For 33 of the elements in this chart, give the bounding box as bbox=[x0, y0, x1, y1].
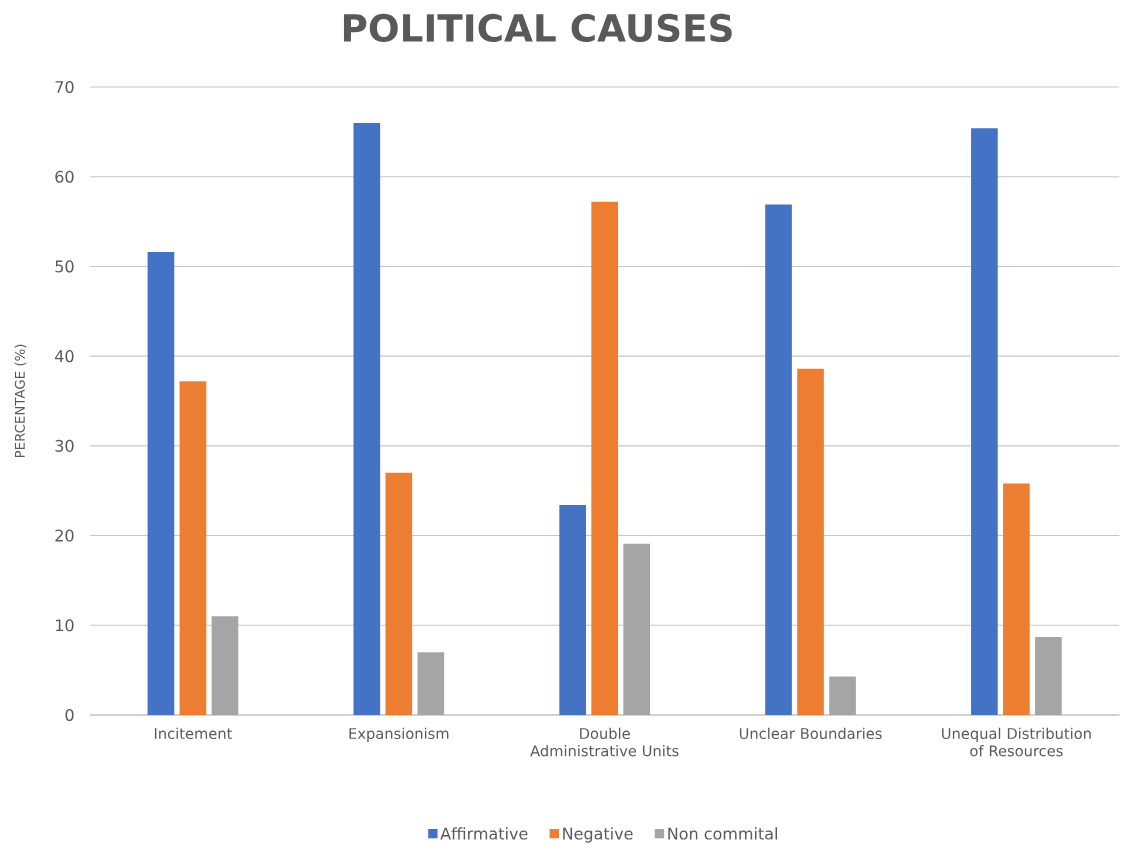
y-tick-label: 30 bbox=[55, 439, 74, 452]
legend-label: Negative bbox=[563, 827, 633, 843]
bar bbox=[623, 543, 651, 715]
y-tick-label: 60 bbox=[55, 170, 74, 183]
x-tick-label: Expansionism bbox=[349, 727, 449, 742]
bar bbox=[829, 676, 856, 715]
bar bbox=[1035, 636, 1062, 715]
bar bbox=[417, 652, 445, 715]
bar bbox=[211, 616, 239, 715]
y-tick-label: 40 bbox=[55, 350, 74, 363]
legend-label: Affirmative bbox=[440, 827, 528, 840]
bar bbox=[385, 472, 413, 715]
x-tick-label: Incitement bbox=[154, 727, 233, 740]
x-tick-label: Unclear Boundaries bbox=[739, 727, 882, 740]
bar bbox=[147, 252, 175, 715]
legend-label: Non commital bbox=[668, 827, 777, 840]
y-tick-label: 50 bbox=[55, 260, 74, 273]
bar bbox=[1003, 483, 1030, 715]
chart-title: POLITICAL CAUSES bbox=[343, 13, 732, 43]
bar bbox=[353, 122, 381, 715]
y-tick-label: 20 bbox=[55, 529, 74, 542]
y-tick-label: 0 bbox=[65, 708, 74, 722]
y-tick-label: 10 bbox=[56, 619, 74, 632]
bar bbox=[179, 381, 207, 715]
bar bbox=[765, 204, 792, 715]
bar bbox=[797, 368, 824, 715]
y-tick-label: 70 bbox=[55, 80, 74, 94]
bar bbox=[591, 201, 618, 715]
x-tick-label: Unequal Distribution of Resources bbox=[942, 727, 1091, 757]
y-axis-title: PERCENTAGE (%) bbox=[14, 344, 27, 458]
x-tick-label: Double Administrative Units bbox=[530, 727, 679, 757]
bar bbox=[971, 128, 998, 715]
bar bbox=[559, 505, 586, 715]
